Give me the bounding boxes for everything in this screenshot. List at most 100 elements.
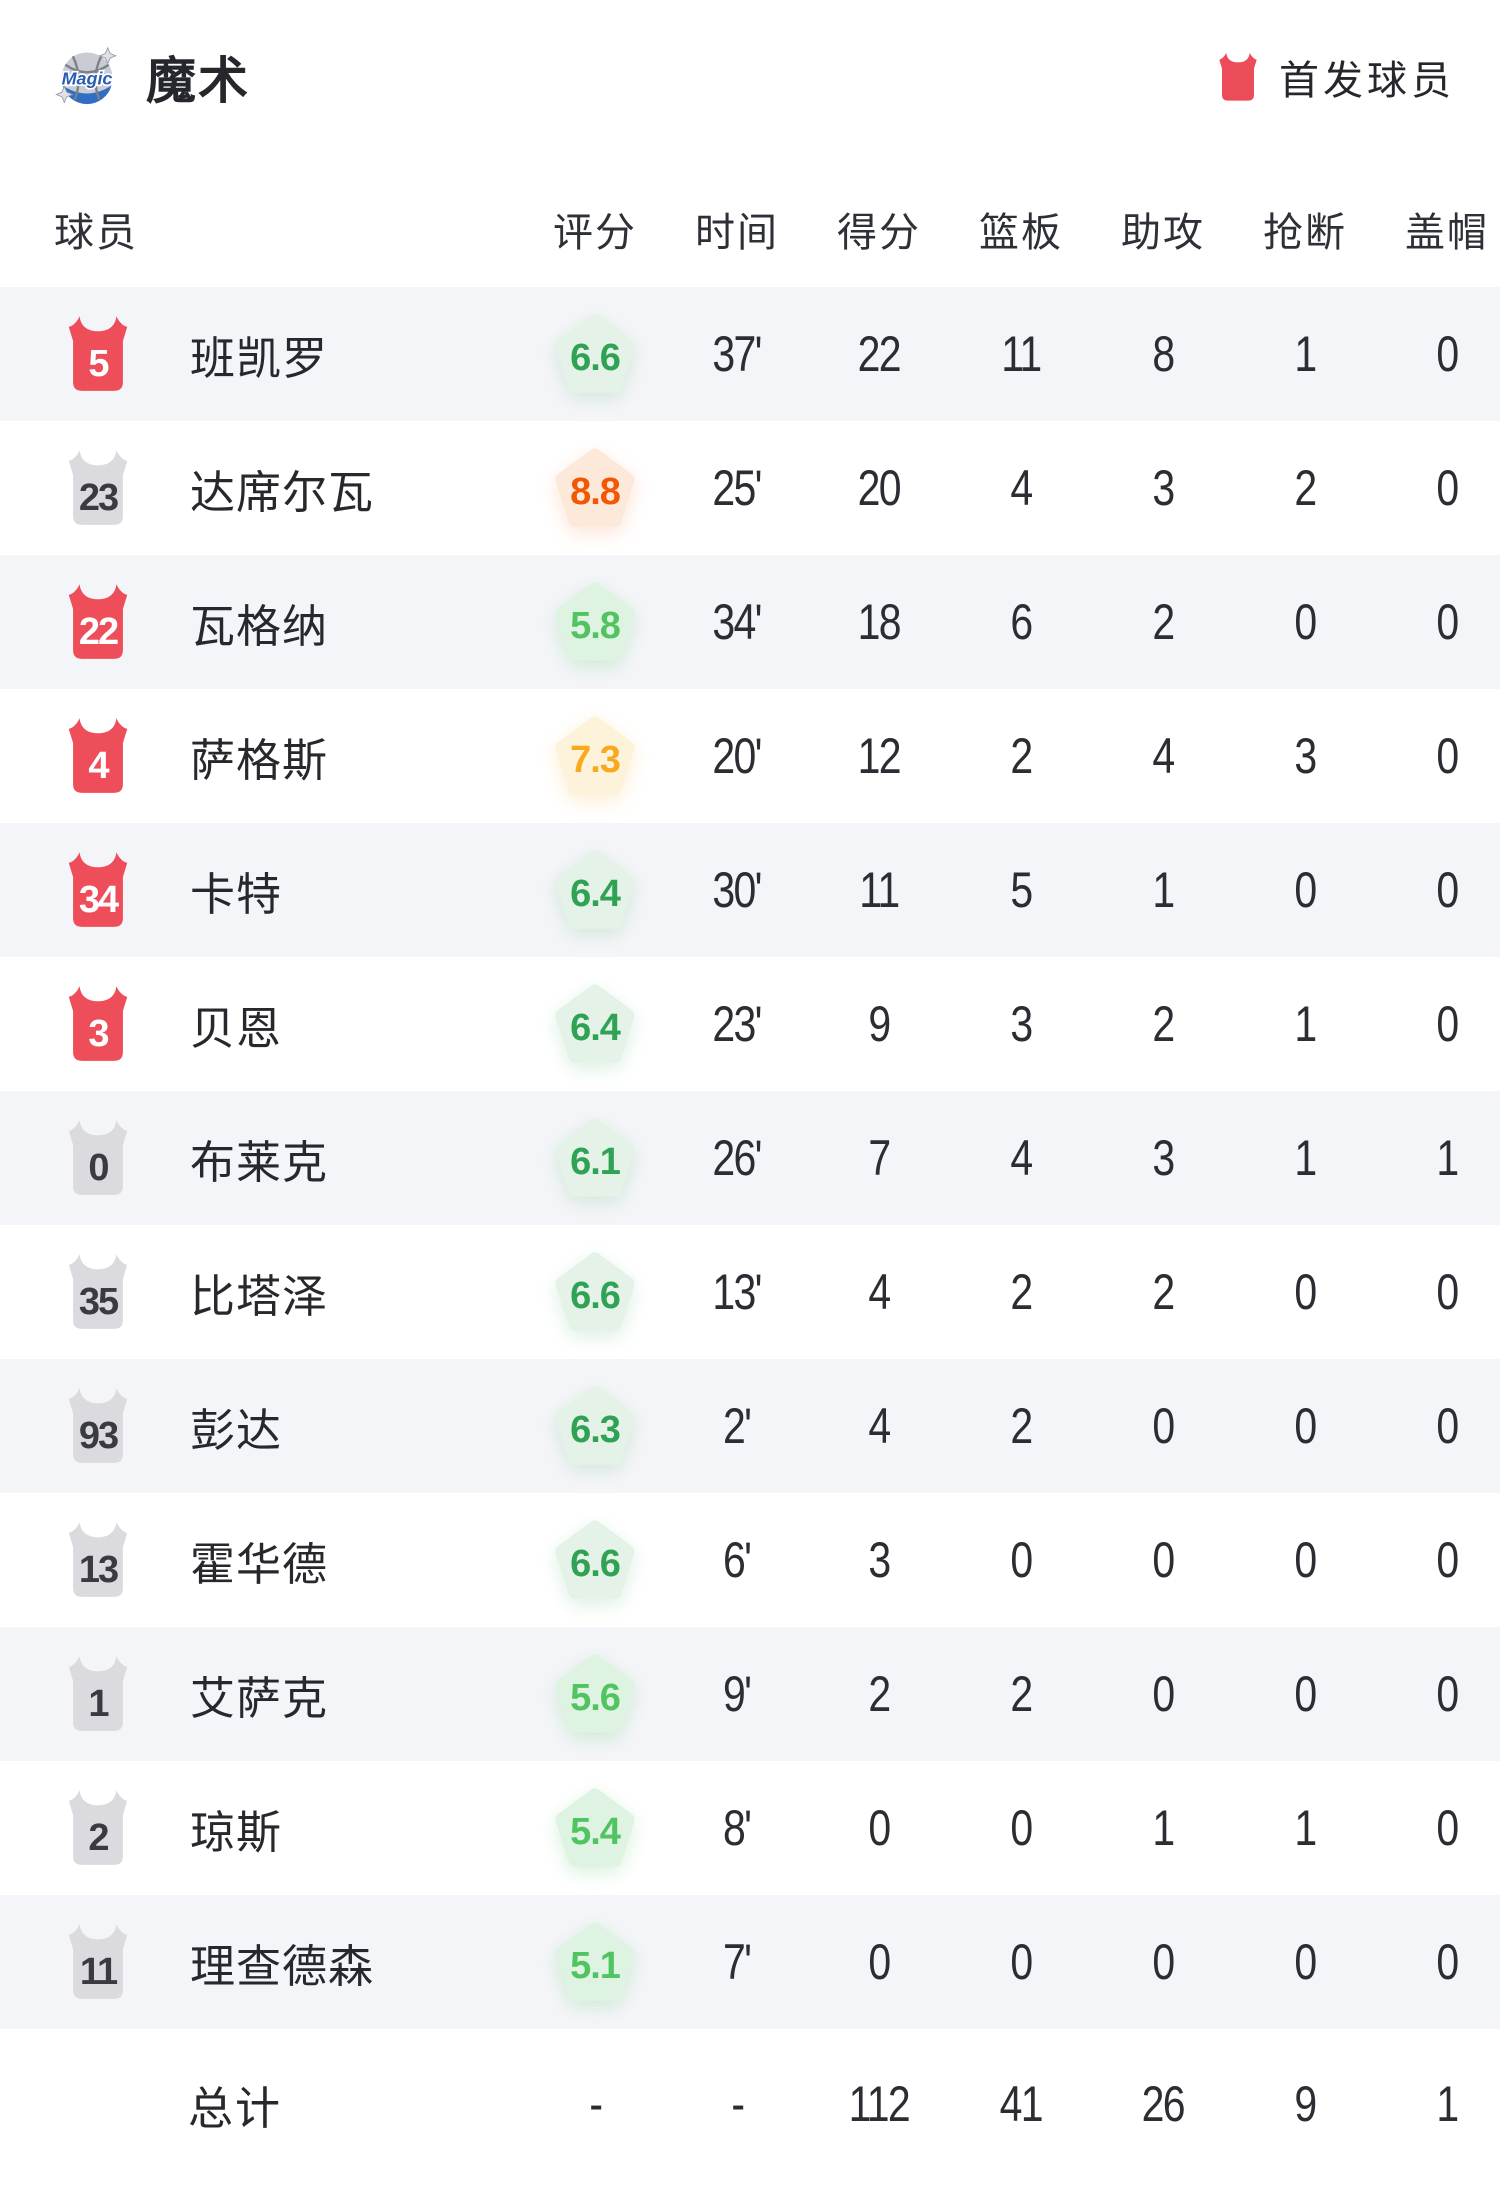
stat-points: 12 — [857, 728, 902, 784]
stat-blocks: 0 — [1436, 1398, 1459, 1454]
stat-steals: 0 — [1294, 1934, 1317, 1990]
jersey-number: 93 — [78, 1414, 119, 1457]
total-rebounds: 41 — [999, 2076, 1044, 2132]
jersey-icon: 11 — [60, 1923, 136, 2001]
rating-cell: 6.6 — [524, 1248, 666, 1336]
player-row[interactable]: 11 理查德森 5.1 7' 0 0 0 0 0 — [0, 1895, 1500, 2029]
player-row[interactable]: 34 卡特 6.4 30' 11 5 1 0 0 — [0, 823, 1500, 957]
player-row[interactable]: 23 达席尔瓦 8.8 25' 20 4 3 2 0 — [0, 421, 1500, 555]
stat-steals: 1 — [1294, 1130, 1317, 1186]
player-name: 艾萨克 — [190, 1672, 329, 1724]
stat-steals: 1 — [1294, 326, 1317, 382]
stat-rebounds: 5 — [1010, 862, 1033, 918]
rating-badge: 6.6 — [551, 310, 639, 398]
player-row[interactable]: 5 班凯罗 6.6 37' 22 11 8 1 0 — [0, 287, 1500, 421]
stat-steals: 2 — [1294, 460, 1317, 516]
stat-assists: 0 — [1152, 1666, 1175, 1722]
player-row[interactable]: 2 琼斯 5.4 8' 0 0 1 1 0 — [0, 1761, 1500, 1895]
rating-value: 6.4 — [570, 872, 621, 915]
stat-blocks: 0 — [1436, 1934, 1459, 1990]
stat-blocks: 1 — [1436, 1130, 1459, 1186]
player-name: 比塔泽 — [190, 1270, 329, 1322]
stat-assists: 2 — [1152, 594, 1175, 650]
player-name: 理查德森 — [190, 1940, 375, 1992]
rating-value: 5.6 — [570, 1676, 621, 1719]
rating-cell: 6.6 — [524, 310, 666, 398]
rating-badge: 6.3 — [551, 1382, 639, 1470]
column-header-blocks: 盖帽 — [1405, 210, 1489, 255]
rating-cell: 6.3 — [524, 1382, 666, 1470]
rating-cell: 5.6 — [524, 1650, 666, 1738]
rating-cell: 8.8 — [524, 444, 666, 532]
stat-blocks: 0 — [1436, 1532, 1459, 1588]
stat-rebounds: 2 — [1010, 1264, 1033, 1320]
player-cell: 4 萨格斯 — [0, 717, 524, 795]
stat-assists: 2 — [1152, 996, 1175, 1052]
player-row[interactable]: 13 霍华德 6.6 6' 3 0 0 0 0 — [0, 1493, 1500, 1627]
stat-points: 4 — [868, 1398, 891, 1454]
player-row[interactable]: 4 萨格斯 7.3 20' 12 2 4 3 0 — [0, 689, 1500, 823]
stat-points: 7 — [868, 1130, 891, 1186]
starter-legend-label: 首发球员 — [1279, 59, 1455, 103]
total-time: - — [730, 2076, 745, 2132]
player-name: 萨格斯 — [190, 734, 329, 786]
rating-badge: 6.1 — [551, 1114, 639, 1202]
stat-points: 2 — [868, 1666, 891, 1722]
player-row[interactable]: 3 贝恩 6.4 23' 9 3 2 1 0 — [0, 957, 1500, 1091]
player-row[interactable]: 0 布莱克 6.1 26' 7 4 3 1 1 — [0, 1091, 1500, 1225]
rating-badge: 6.6 — [551, 1248, 639, 1336]
stat-blocks: 0 — [1436, 728, 1459, 784]
rating-badge: 6.6 — [551, 1516, 639, 1604]
stat-steals: 1 — [1294, 1800, 1317, 1856]
stat-time: 13' — [712, 1264, 763, 1320]
total-row: 总计 - - 112 41 26 9 1 — [0, 2029, 1500, 2179]
stat-assists: 0 — [1152, 1934, 1175, 1990]
stat-points: 0 — [868, 1800, 891, 1856]
jersey-icon: 1 — [60, 1655, 136, 1733]
rating-cell: 6.1 — [524, 1114, 666, 1202]
jersey-number: 0 — [88, 1146, 109, 1189]
jersey-number: 3 — [88, 1012, 109, 1055]
column-header-points: 得分 — [837, 210, 921, 255]
stat-blocks: 0 — [1436, 996, 1459, 1052]
stat-time: 23' — [712, 996, 763, 1052]
player-cell: 35 比塔泽 — [0, 1253, 524, 1331]
svg-text:Magic: Magic — [62, 69, 113, 89]
jersey-number: 11 — [79, 1950, 118, 1993]
stat-points: 3 — [868, 1532, 891, 1588]
jersey-number: 4 — [88, 744, 109, 787]
player-name: 瓦格纳 — [190, 600, 329, 652]
team-logo-icon: Magic — [54, 44, 120, 110]
column-header-rating: 评分 — [553, 210, 637, 255]
stat-rebounds: 0 — [1010, 1934, 1033, 1990]
jersey-icon: 5 — [60, 315, 136, 393]
player-row[interactable]: 93 彭达 6.3 2' 4 2 0 0 0 — [0, 1359, 1500, 1493]
player-cell: 22 瓦格纳 — [0, 583, 524, 661]
player-row[interactable]: 35 比塔泽 6.6 13' 4 2 2 0 0 — [0, 1225, 1500, 1359]
stat-blocks: 0 — [1436, 326, 1459, 382]
jersey-icon: 35 — [60, 1253, 136, 1331]
stat-points: 4 — [868, 1264, 891, 1320]
player-cell: 11 理查德森 — [0, 1923, 524, 2001]
player-row[interactable]: 1 艾萨克 5.6 9' 2 2 0 0 0 — [0, 1627, 1500, 1761]
stat-time: 20' — [712, 728, 763, 784]
player-cell: 23 达席尔瓦 — [0, 449, 524, 527]
stat-points: 22 — [857, 326, 902, 382]
jersey-icon: 3 — [60, 985, 136, 1063]
stat-blocks: 0 — [1436, 1800, 1459, 1856]
player-name: 彭达 — [190, 1404, 283, 1456]
rating-badge: 8.8 — [551, 444, 639, 532]
stat-points: 20 — [857, 460, 902, 516]
rating-badge: 6.4 — [551, 846, 639, 934]
stat-rebounds: 3 — [1010, 996, 1033, 1052]
player-row[interactable]: 22 瓦格纳 5.8 34' 18 6 2 0 0 — [0, 555, 1500, 689]
player-cell: 34 卡特 — [0, 851, 524, 929]
rating-cell: 6.6 — [524, 1516, 666, 1604]
rating-badge: 5.1 — [551, 1918, 639, 2006]
stat-assists: 0 — [1152, 1398, 1175, 1454]
total-points: 112 — [848, 2076, 911, 2132]
rating-value: 5.8 — [570, 604, 621, 647]
stat-rebounds: 11 — [1001, 326, 1042, 382]
column-header-steals: 抢断 — [1263, 210, 1347, 255]
stat-rebounds: 2 — [1010, 728, 1033, 784]
